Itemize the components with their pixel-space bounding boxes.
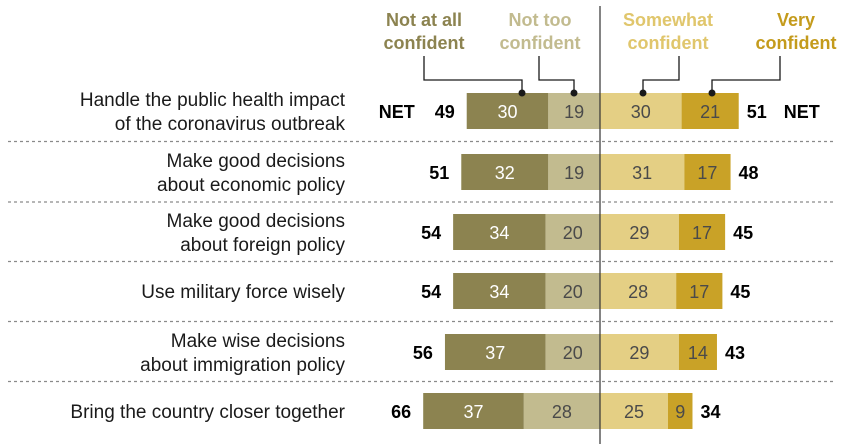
legend-label-somewhat: confident — [628, 33, 709, 53]
bar-somewhat — [600, 93, 682, 129]
legend-leader-dot — [570, 89, 578, 97]
legend-label-very: Very — [777, 10, 815, 30]
category-label: Handle the public health impact — [80, 90, 346, 111]
legend-leader-dot — [518, 89, 526, 97]
legend-leader-line — [423, 56, 523, 93]
bar-value-label: 20 — [563, 343, 583, 363]
bar-not-too — [545, 334, 600, 370]
net-not-confident-label: 66 — [391, 402, 411, 422]
net-not-confident-label: 49 — [435, 102, 455, 122]
legend-label-not-too: Not too — [509, 10, 572, 30]
legend-label-somewhat: Somewhat — [623, 10, 713, 30]
category-label: about economic policy — [157, 175, 345, 196]
bar-somewhat — [600, 214, 679, 250]
net-confident-label: 34 — [700, 402, 720, 422]
bar-value-label: 32 — [495, 163, 515, 183]
bar-very — [681, 93, 739, 129]
net-confident-label: 48 — [739, 163, 759, 183]
legend-label-not-at-all: Not at all — [386, 10, 462, 30]
bar-value-label: 29 — [629, 223, 649, 243]
legend-leader-line — [642, 56, 680, 93]
net-confident-label: 51 — [747, 102, 767, 122]
bar-value-label: 14 — [688, 343, 708, 363]
bar-somewhat — [600, 393, 668, 429]
net-word-right: NET — [784, 102, 820, 122]
bar-value-label: 37 — [464, 402, 484, 422]
bar-value-label: 17 — [697, 163, 717, 183]
legend-leader-dot — [639, 89, 647, 97]
bar-value-label: 34 — [489, 223, 509, 243]
bar-value-label: 34 — [489, 282, 509, 302]
bar-value-label: 25 — [624, 402, 644, 422]
net-not-confident-label: 51 — [429, 163, 449, 183]
bar-value-label: 19 — [564, 163, 584, 183]
bar-not-too — [548, 154, 600, 190]
bar-not-at-all — [461, 154, 549, 190]
net-not-confident-label: 54 — [421, 223, 441, 243]
legend-leader-line — [711, 56, 781, 93]
bar-not-at-all — [423, 393, 524, 429]
bar-not-at-all — [453, 214, 546, 250]
bar-value-label: 29 — [629, 343, 649, 363]
category-label: about immigration policy — [140, 355, 345, 376]
category-label: of the coronavirus outbreak — [115, 114, 346, 135]
category-label: Make wise decisions — [171, 331, 345, 352]
bar-very — [668, 393, 693, 429]
bar-somewhat — [600, 154, 685, 190]
bar-value-label: 37 — [485, 343, 505, 363]
bar-very — [676, 273, 723, 309]
net-confident-label: 45 — [733, 223, 753, 243]
bar-value-label: 20 — [563, 282, 583, 302]
bar-not-too — [548, 93, 600, 129]
net-confident-label: 45 — [730, 282, 750, 302]
bar-value-label: 30 — [631, 102, 651, 122]
legend-label-not-too: confident — [500, 33, 581, 53]
bar-value-label: 20 — [563, 223, 583, 243]
bar-value-label: 21 — [700, 102, 720, 122]
bar-somewhat — [600, 273, 677, 309]
bar-very — [678, 334, 717, 370]
legend-label-not-at-all: confident — [384, 33, 465, 53]
bar-value-label: 28 — [628, 282, 648, 302]
bar-not-too — [545, 214, 600, 250]
category-label: Make good decisions — [167, 151, 346, 172]
bar-value-label: 19 — [564, 102, 584, 122]
bar-value-label: 9 — [675, 402, 685, 422]
category-label: about foreign policy — [180, 235, 345, 256]
bar-not-at-all — [453, 273, 546, 309]
legend-leader-line — [538, 56, 575, 93]
net-word-left: NET — [379, 102, 415, 122]
category-label: Bring the country closer together — [70, 402, 345, 423]
category-label: Make good decisions — [167, 211, 346, 232]
bar-very — [678, 214, 726, 250]
bar-value-label: 17 — [689, 282, 709, 302]
bar-not-too — [545, 273, 600, 309]
bar-value-label: 28 — [552, 402, 572, 422]
bar-not-at-all — [444, 334, 546, 370]
legend-leader-dot — [708, 89, 716, 97]
legend-label-very: confident — [756, 33, 837, 53]
bar-very — [684, 154, 731, 190]
bar-not-too — [523, 393, 600, 429]
bar-value-label: 31 — [632, 163, 652, 183]
net-not-confident-label: 56 — [413, 343, 433, 363]
bar-value-label: 17 — [692, 223, 712, 243]
bar-somewhat — [600, 334, 679, 370]
category-label: Use military force wisely — [141, 282, 345, 303]
net-not-confident-label: 54 — [421, 282, 441, 302]
bar-value-label: 30 — [498, 102, 518, 122]
net-confident-label: 43 — [725, 343, 745, 363]
bar-not-at-all — [466, 93, 549, 129]
